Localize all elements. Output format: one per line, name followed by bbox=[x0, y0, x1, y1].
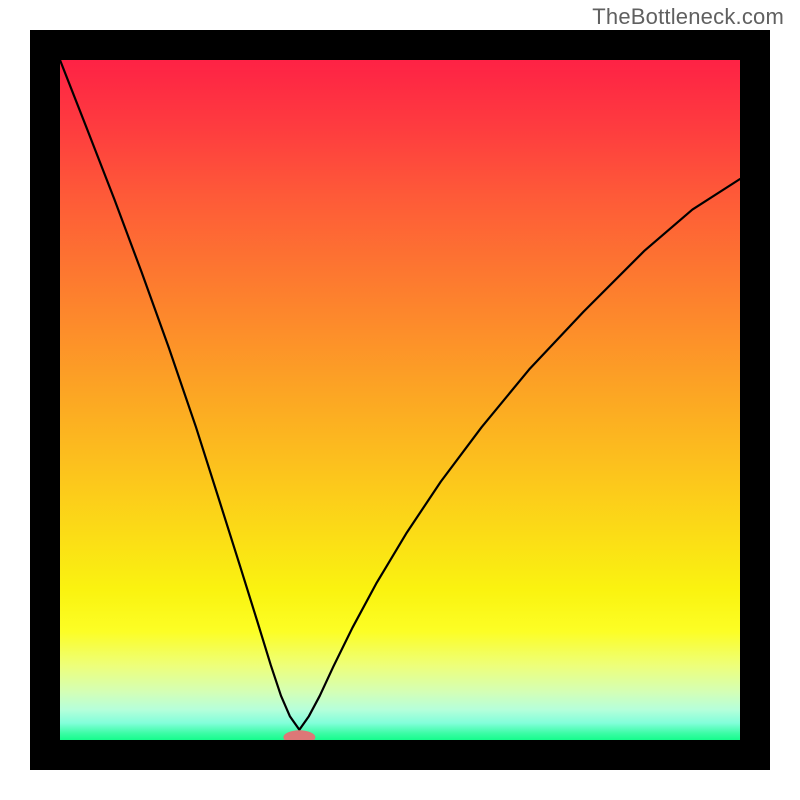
frame-bottom bbox=[30, 740, 770, 770]
frame-right bbox=[740, 30, 770, 770]
frame-left bbox=[30, 30, 60, 770]
gradient-background bbox=[60, 60, 740, 740]
bottleneck-chart bbox=[0, 0, 800, 800]
frame-top bbox=[30, 30, 770, 60]
